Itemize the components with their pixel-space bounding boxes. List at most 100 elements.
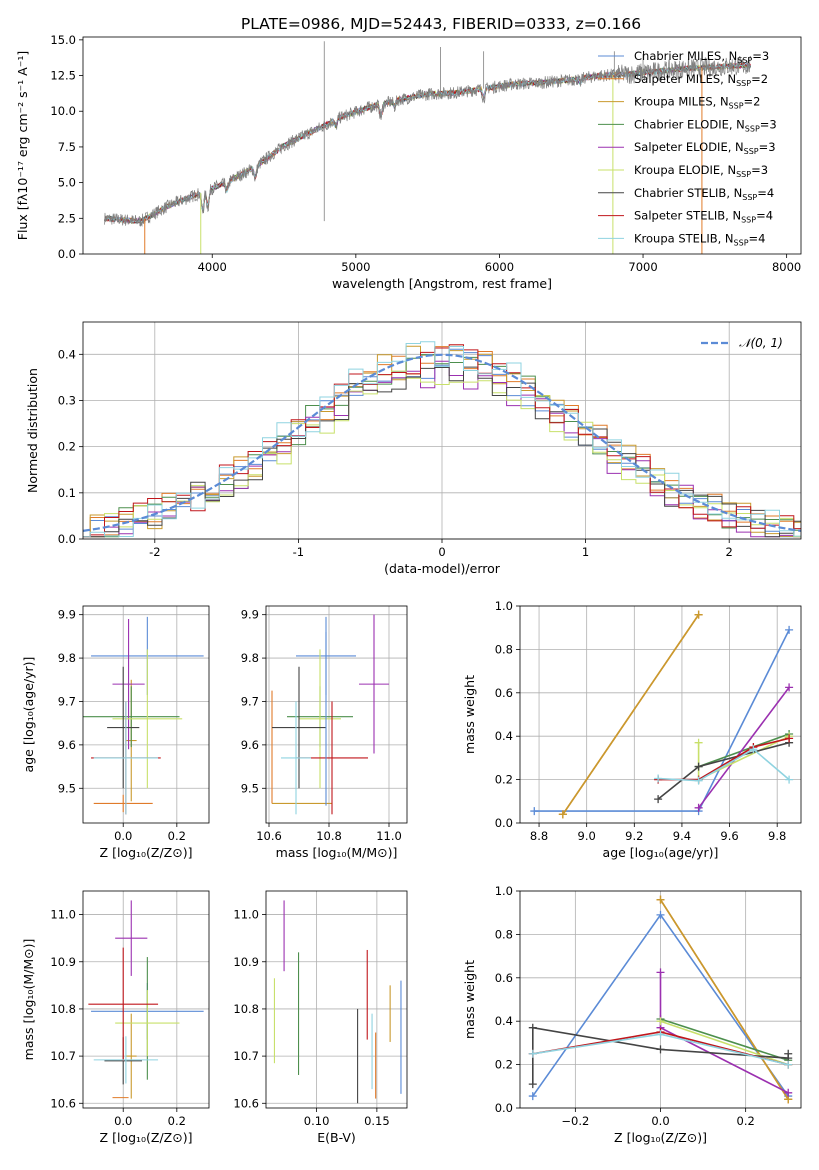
axes-frame	[82, 36, 802, 255]
legend-entry: Kroupa ELODIE, NSSP=3	[634, 163, 768, 179]
series-point	[784, 1088, 793, 1097]
tick-label-x: -1	[293, 545, 304, 559]
tick-label-x: 5000	[341, 260, 370, 274]
series-point	[785, 625, 794, 634]
axes-frame	[519, 890, 802, 1109]
series-point	[656, 968, 665, 977]
series-line	[660, 1020, 789, 1066]
y-axis-label: Normed distribution	[25, 368, 40, 493]
series-point	[654, 774, 663, 783]
panel-spectrum: 4000 5000 6000 7000 8000 0.0 2.5 5.0 7.5 10.0 12.5…	[15, 33, 802, 291]
legend-entry: Salpeter MILES, NSSP=2	[634, 72, 768, 88]
tick-label-x: 10.8	[316, 829, 342, 843]
tick-label-y: 10.7	[233, 1049, 259, 1063]
tick-label-y: 0.3	[58, 393, 76, 407]
tick-label-x: 8000	[772, 260, 801, 274]
y-axis-label: mass [log₁₀(M/M⊙)]	[21, 939, 36, 1061]
plot-area	[104, 41, 752, 254]
axes-frame	[265, 890, 408, 1109]
series-point	[694, 803, 703, 812]
x-axis-label: (data-model)/error	[384, 561, 501, 576]
tick-label-y: 9.5	[241, 781, 259, 795]
series-point	[785, 734, 794, 743]
tick-label-y: 11.0	[233, 908, 259, 922]
tick-label-y: 0.4	[495, 729, 513, 743]
series-point	[528, 1080, 537, 1089]
series-point	[530, 807, 539, 816]
tick-label-y: 0.4	[58, 347, 76, 361]
tick-label-y: 1.0	[495, 599, 513, 613]
y-axis-label: Flux [fλ10⁻¹⁷ erg cm⁻² s⁻¹ A⁻¹]	[15, 51, 30, 240]
series-line	[698, 733, 790, 768]
x-axis-label: age [log₁₀(age/yr)]	[603, 845, 719, 860]
tick-label-y: 10.0	[50, 104, 76, 118]
series-point	[528, 1092, 537, 1101]
tick-label-x: 7000	[628, 260, 657, 274]
series-point	[654, 795, 663, 804]
tick-label-y: 9.5	[58, 781, 76, 795]
series-point	[656, 910, 665, 919]
axes-frame	[82, 890, 210, 1109]
legend-entry: Chabrier STELIB, NSSP=4	[634, 186, 774, 202]
legend-entry: 𝒩(0, 1)	[739, 336, 783, 350]
series-point	[784, 1060, 793, 1069]
tick-label-x: 6000	[485, 260, 514, 274]
plot-area	[83, 341, 801, 538]
tick-label-y: 0.1	[58, 486, 76, 500]
tick-label-x: 9.8	[768, 829, 786, 843]
normal-distribution-curve	[83, 353, 801, 532]
tick-label-x: 0.2	[168, 1114, 186, 1128]
tick-label-x: 0	[438, 545, 445, 559]
series-line	[659, 972, 789, 1094]
series-point	[694, 762, 703, 771]
tick-label-x: 0.2	[737, 1114, 755, 1128]
tick-label-y: 0.0	[495, 1101, 513, 1115]
tick-label-x: 2	[726, 545, 733, 559]
tick-label-x: 0.0	[114, 829, 132, 843]
tick-label-y: 0.0	[58, 532, 76, 546]
series-line	[657, 741, 790, 800]
series-point	[785, 683, 794, 692]
tick-label-x: 10.6	[256, 829, 282, 843]
tick-label-y: 7.5	[58, 140, 76, 154]
tick-label-x: 0.10	[304, 1114, 330, 1128]
tick-label-y: 10.7	[50, 1049, 76, 1063]
tick-label-y: 0.2	[495, 773, 513, 787]
series-point	[785, 775, 794, 784]
series-line	[562, 614, 700, 815]
plot-area	[273, 900, 402, 1104]
tick-label-y: 10.8	[233, 1002, 259, 1016]
tick-label-y: 10.6	[50, 1096, 76, 1110]
x-axis-label: E(B-V)	[317, 1130, 356, 1145]
tick-label-x: 0.2	[168, 829, 186, 843]
tick-label-y: 11.0	[50, 908, 76, 922]
tick-label-y: 10.9	[233, 955, 259, 969]
series-point	[694, 776, 703, 785]
tick-label-x: 9.0	[578, 829, 596, 843]
tick-label-y: 9.9	[58, 608, 76, 622]
axes-frame	[265, 605, 408, 824]
tick-label-y: 9.8	[241, 651, 259, 665]
tick-label-y: 0.8	[495, 642, 513, 656]
legend-entry: Kroupa MILES, NSSP=2	[634, 95, 760, 111]
tick-label-y: 2.5	[58, 211, 76, 225]
tick-label-y: 9.7	[58, 694, 76, 708]
legend-entry: Salpeter ELODIE, NSSP=3	[634, 140, 776, 156]
tick-label-x: 0.0	[651, 1114, 669, 1128]
x-axis-label: Z [log₁₀(Z/Z⊙)]	[100, 1130, 193, 1145]
y-axis-label: age [log₁₀(age/yr)]	[21, 657, 36, 773]
panel-age-vs-mass: 10.6 10.8 11.0 9.5 9.6 9.7 9.8 9.9 mass [log₁₀(M…	[241, 605, 408, 860]
axes-frame	[519, 605, 802, 824]
plot-area	[528, 895, 793, 1104]
y-axis-label: mass weight	[462, 960, 477, 1039]
tick-label-y: 0.2	[495, 1058, 513, 1072]
histogram-step-line	[83, 344, 801, 538]
tick-label-y: 0.6	[495, 971, 513, 985]
tick-label-y: 9.7	[241, 694, 259, 708]
tick-label-y: 9.9	[241, 608, 259, 622]
series-point	[694, 610, 703, 619]
tick-label-x: 0.15	[364, 1114, 390, 1128]
tick-label-x: 9.2	[625, 829, 643, 843]
x-axis-label: Z [log₁₀(Z/Z⊙)]	[614, 1130, 707, 1145]
